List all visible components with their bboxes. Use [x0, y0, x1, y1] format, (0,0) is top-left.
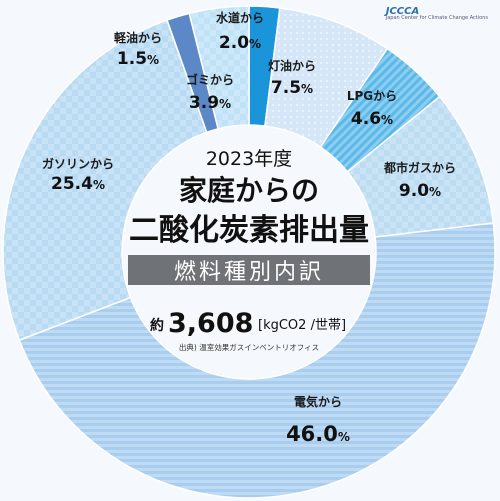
slice-texture-1 — [264, 7, 388, 148]
slice-label-value-4: 46.0% — [286, 422, 350, 446]
jccca-logo: JCCCA Japan Center for Climate Change Ac… — [386, 6, 488, 21]
slice-texture-3 — [347, 96, 494, 238]
total-prefix: 約 — [150, 317, 164, 334]
slice-label-name-0: 水道から — [216, 10, 264, 25]
total-value: 3,608 — [168, 308, 253, 339]
slice-label-name-6: 軽油から — [114, 30, 162, 45]
slice-label-name-1: 灯油から — [268, 58, 316, 73]
slice-label-name-7: ゴミから — [186, 72, 234, 87]
center-title-line1: 家庭からの — [179, 174, 319, 207]
slice-label-name-3: 都市ガスから — [383, 160, 456, 175]
slice-labels: 水道から 2.0% 灯油から 7.5% LPGから 4.6% 都市ガスから 9.0% 電気から 4… — [42, 10, 456, 446]
center-year: 2023年度 — [206, 148, 292, 170]
slice-label-value-6: 1.5% — [117, 49, 159, 69]
slice-texture-7 — [189, 6, 249, 129]
logo-subtext: Japan Center for Climate Change Actions — [385, 15, 488, 21]
center-block: 2023年度 家庭からの 二酸化炭素排出量 燃料種別内訳 約 3,608 [kg… — [128, 148, 370, 352]
center-band — [128, 255, 370, 285]
slice-label-value-0: 2.0% — [219, 33, 261, 53]
center-band-text: 燃料種別内訳 — [174, 260, 324, 285]
slice-label-value-3: 9.0% — [399, 181, 441, 201]
source-text: 出典) 温室効果ガスインベントリオフィス — [179, 342, 319, 352]
slice-label-value-2: 4.6% — [351, 109, 393, 129]
slice-label-value-1: 7.5% — [271, 78, 313, 98]
slice-label-name-4: 電気から — [294, 394, 342, 409]
slice-texture-5 — [3, 20, 207, 341]
logo-text: JCCCA — [385, 6, 420, 17]
slice-texture-4 — [19, 223, 496, 499]
total-unit: [kgCO2 /世帯] — [258, 318, 346, 333]
center-title-line2: 二酸化炭素排出量 — [129, 213, 369, 248]
slice-texture-2 — [320, 48, 440, 172]
slice-label-value-7: 3.9% — [189, 93, 231, 113]
slice-label-name-2: LPGから — [347, 89, 397, 103]
slice-label-name-5: ガソリンから — [42, 156, 114, 171]
slice-label-value-5: 25.4% — [51, 174, 105, 194]
slices — [2, 5, 496, 499]
